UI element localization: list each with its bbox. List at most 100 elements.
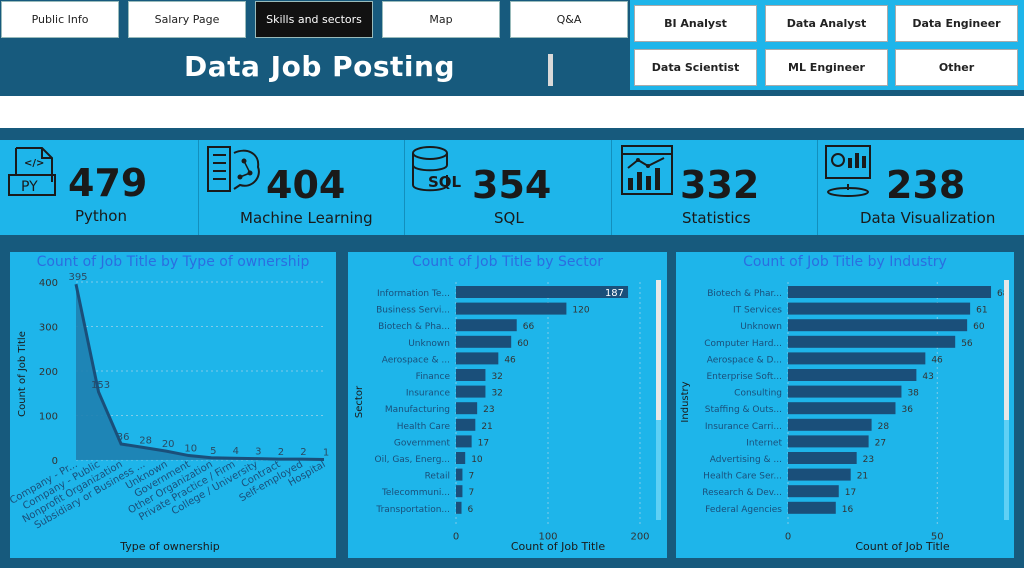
data-label: 46 (931, 355, 943, 365)
category-label: IT Services (733, 306, 782, 316)
bar (456, 501, 462, 514)
category-label: Internet (746, 438, 782, 448)
category-label: Aerospace & ... (382, 355, 450, 365)
x-tick-label: 200 (630, 531, 649, 542)
data-label: 17 (845, 488, 856, 498)
y-tick-label: 400 (39, 278, 58, 289)
data-label: 60 (517, 339, 529, 349)
series-line (74, 283, 325, 462)
data-label: 2 (278, 447, 284, 458)
data-label: 395 (68, 272, 87, 283)
kpi-value-statistics: 332 (680, 163, 760, 207)
scrollbar-thumb (1004, 280, 1009, 420)
role-button-bi-analyst[interactable]: BI Analyst (634, 5, 757, 42)
y-tick-label: 200 (39, 367, 58, 378)
bar (788, 335, 956, 348)
data-label: 27 (875, 438, 886, 448)
bar (788, 468, 851, 481)
y-tick-label: 300 (39, 323, 58, 334)
data-label: 6 (468, 505, 474, 515)
data-label: 32 (491, 389, 502, 399)
bar (456, 418, 476, 431)
category-label: Health Care (397, 422, 451, 432)
role-button-other[interactable]: Other (895, 49, 1018, 86)
y-axis-title: Count of Job Title (17, 331, 28, 417)
data-label: 66 (523, 322, 535, 332)
kpi-value-machine-learning: 404 (266, 163, 346, 207)
tab-skills-and-sectors[interactable]: Skills and sectors (255, 1, 373, 38)
x-axis-title: Type of ownership (119, 540, 220, 553)
category-label: Insurance Carri... (705, 422, 782, 432)
data-label: 10 (471, 455, 483, 465)
data-label: 68 (997, 289, 1009, 299)
kpi-label-sql: SQL (494, 209, 524, 227)
bar (456, 452, 466, 464)
tab-salary-page[interactable]: Salary Page (128, 1, 246, 38)
bar (456, 319, 517, 332)
kpi-divider (817, 140, 818, 235)
bar (788, 501, 836, 514)
dashboard-monitor-icon (825, 145, 871, 197)
bar (788, 452, 857, 464)
category-label: Enterprise Soft... (707, 372, 783, 382)
category-label: Government (394, 438, 451, 448)
category-label: Health Care Ser... (703, 472, 782, 482)
kpi-label-statistics: Statistics (682, 209, 751, 227)
x-axis-title: Count of Job Title (511, 540, 606, 553)
tab-map[interactable]: Map (382, 1, 500, 38)
category-label: Oil, Gas, Energ... (375, 455, 450, 465)
role-button-data-scientist[interactable]: Data Scientist (634, 49, 757, 86)
statistics-board-icon (621, 145, 673, 195)
kpi-value-python: 479 (68, 161, 148, 205)
category-label: Staffing & Outs... (705, 405, 782, 415)
chart-title: Count of Job Title by Sector (411, 254, 604, 270)
x-tick-label: 0 (453, 531, 459, 542)
sql-database-icon: SQL (412, 146, 462, 192)
role-button-ml-engineer[interactable]: ML Engineer (765, 49, 888, 86)
data-label: 36 (901, 405, 913, 415)
area-fill (76, 284, 324, 460)
spacer-band (0, 96, 1024, 128)
category-label: Advertising & ... (710, 455, 782, 465)
tab-public-info[interactable]: Public Info (1, 1, 119, 38)
x-tick-label: 100 (538, 531, 557, 542)
category-label: Biotech & Pha... (378, 322, 450, 332)
role-button-data-analyst[interactable]: Data Analyst (765, 5, 888, 42)
category-label: Unknown (408, 339, 450, 349)
data-label: 43 (922, 372, 933, 382)
bar (788, 385, 902, 398)
data-label: 16 (842, 505, 854, 515)
data-label: 21 (481, 422, 492, 432)
category-label: Manufacturing (385, 405, 450, 415)
x-tick-label: 0 (785, 531, 791, 542)
category-label: Computer Hard... (704, 339, 782, 349)
data-label: 153 (91, 380, 110, 391)
data-label: 21 (857, 472, 868, 482)
category-label: Information Te... (377, 289, 450, 299)
category-label: Biotech & Phar... (707, 289, 782, 299)
category-label: Finance (416, 372, 451, 382)
bar (788, 402, 896, 415)
bar (456, 302, 567, 315)
y-axis-title: Industry (680, 381, 691, 422)
data-label: 23 (483, 405, 494, 415)
bar (788, 418, 872, 431)
sector-bar-chart: 0 100 200 Information Te... 187 Business Serv… (354, 280, 661, 553)
role-button-data-engineer[interactable]: Data Engineer (895, 5, 1018, 42)
data-label: 3 (255, 447, 261, 458)
category-label: Business Servi... (376, 306, 450, 316)
bar (456, 402, 478, 415)
tab-qa[interactable]: Q&A (510, 1, 628, 38)
bar (456, 286, 629, 298)
data-label: 56 (961, 339, 973, 349)
industry-bar-chart: 0 50 Biotech & Phar... 68 IT Services 61 Unkno… (680, 280, 1009, 553)
brain-circuit-icon (207, 146, 260, 192)
bar (788, 435, 869, 448)
scrollbar-thumb (656, 280, 661, 420)
x-tick-label: 50 (931, 531, 944, 542)
data-label: 36 (117, 432, 130, 443)
bar (456, 369, 486, 381)
data-label: 10 (184, 444, 197, 455)
data-label: 46 (504, 355, 516, 365)
